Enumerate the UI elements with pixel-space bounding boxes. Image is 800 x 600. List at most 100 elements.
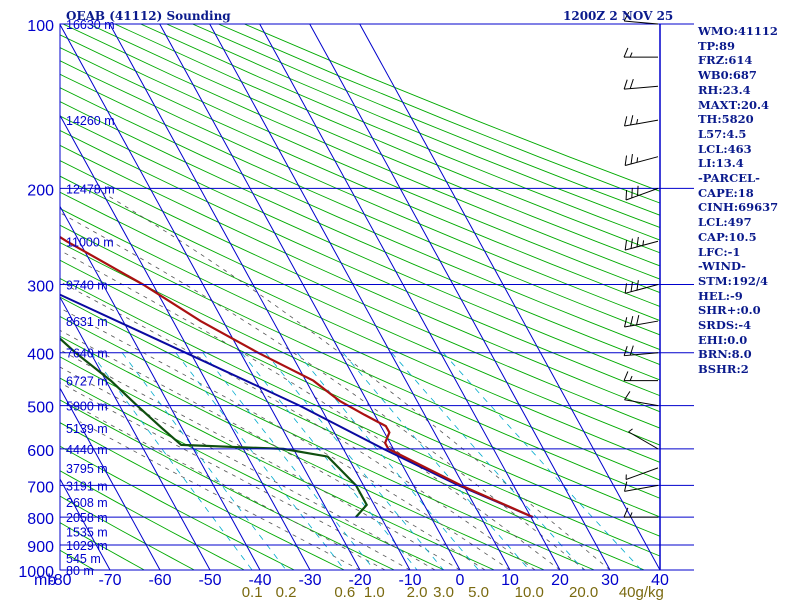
mixing-ratio-label: 10.0 [515, 584, 544, 600]
wind-barb-flag [625, 189, 628, 201]
wind-barb-flag [624, 155, 628, 166]
mixing-ratio-label: 0.2 [276, 584, 297, 600]
wind-barb-shaft [624, 484, 659, 492]
dry-adiabat [60, 129, 660, 397]
dry-adiabat [60, 522, 145, 570]
sounding-index: L57:4.5 [698, 126, 747, 141]
wind-barb-flag [623, 79, 628, 90]
dry-adiabat [60, 101, 660, 366]
temperature-tick-label: -10 [398, 572, 421, 589]
temperature-tick-label: 0 [456, 572, 465, 589]
wind-barb [624, 236, 659, 251]
wind-barb-flag [637, 185, 639, 196]
wind-barb-shaft [625, 156, 659, 166]
wind-barb-flag [623, 507, 629, 518]
mixing-ratio-label: 5.0 [468, 584, 489, 600]
wind-barb-flag [630, 153, 633, 164]
isotherm [60, 387, 161, 570]
temperature-tick-label: 20 [551, 572, 569, 589]
dry-adiabat [60, 399, 395, 570]
wind-barb-shaft [624, 320, 659, 328]
pressure-label: 300 [27, 279, 54, 296]
wind-barb [625, 185, 659, 201]
height-label: 1535 m [66, 525, 108, 539]
dry-adiabat [60, 242, 660, 518]
moist-adiabat [95, 188, 611, 570]
sounding-index: LFC:-1 [698, 244, 741, 259]
moist-adiabat [60, 382, 411, 570]
mixing-ratio-label: 2.0 [407, 584, 428, 600]
wind-barb-flag [628, 428, 633, 433]
isotherm [0, 24, 10, 570]
sounding-index: EHI:0.0 [698, 332, 748, 347]
wind-barb-shaft [624, 399, 659, 407]
sounding-index: CAPE:18 [698, 185, 754, 200]
wind-barb-shaft [624, 20, 659, 25]
dry-adiabat [62, 24, 660, 280]
isotherm [60, 296, 211, 570]
wind-barb [623, 345, 659, 357]
sounding-index: LI:13.4 [698, 156, 744, 171]
parcel-path [60, 293, 534, 519]
height-label: 5900 m [66, 400, 108, 414]
isotherm [60, 24, 361, 570]
temperature-tick-label: -30 [298, 572, 321, 589]
wind-barb [625, 467, 659, 480]
wind-barb-flag [629, 52, 633, 58]
wind-barb [623, 11, 659, 25]
isotherm [60, 114, 311, 570]
dry-adiabat [60, 115, 660, 381]
wind-barb-shaft [628, 431, 659, 450]
isotherm [309, 24, 611, 570]
wind-barb-flag [624, 317, 628, 328]
wind-barb-flag [630, 281, 633, 292]
dry-adiabat [60, 277, 660, 557]
wind-barb-flag [629, 78, 634, 89]
dry-adiabat [60, 224, 660, 499]
dry-adiabat [60, 335, 545, 570]
moist-adiabat [79, 421, 361, 570]
pressure-label: 200 [27, 182, 54, 199]
dry-adiabat [60, 47, 660, 307]
wind-barb [624, 153, 659, 166]
dry-adiabat [60, 175, 660, 446]
moist-adiabat [60, 349, 461, 570]
dry-adiabat [60, 208, 660, 481]
mixing-ratio-line [202, 352, 375, 570]
wind-barb-flag [642, 240, 645, 246]
temperature-tick-label: -50 [198, 572, 221, 589]
wind-barb-flag [623, 346, 628, 356]
sounding-index: MAXT:20.4 [698, 97, 769, 112]
temperature-profile [60, 235, 534, 519]
wind-barb-flag [624, 240, 628, 251]
temperature-tick-label: -80 [48, 572, 71, 589]
wind-barb [628, 428, 659, 450]
sounding-index: WB0:687 [698, 68, 757, 83]
pressure-label: 500 [27, 400, 54, 417]
sounding-index: -WIND- [698, 259, 746, 274]
mixing-ratio-label: 0.6 [334, 584, 355, 600]
height-label: 7640 m [66, 347, 108, 361]
pressure-unit-label: mb [34, 572, 56, 589]
wind-barb [624, 391, 659, 407]
wind-barb-flag [636, 280, 639, 291]
wind-barb-flag [623, 11, 630, 22]
height-label: 8631 m [66, 315, 108, 329]
sounding-index: CINH:69637 [698, 200, 779, 215]
pressure-label: 900 [27, 539, 54, 556]
pressure-label: 600 [27, 443, 54, 460]
mixing-ratio-label: 1.0 [364, 584, 385, 600]
temperature-tick-label: 40 [651, 572, 669, 589]
observation-time: 1200Z 2 NOV 25 [563, 9, 674, 23]
mixing-ratio-label: 20.0 [569, 584, 598, 600]
mixing-ratio-line [391, 352, 584, 570]
wind-barb [624, 314, 659, 328]
mixing-ratio-label: 3.0 [433, 584, 454, 600]
mixing-ratio-line [121, 352, 287, 570]
wind-barb-flag [624, 116, 628, 127]
wind-barb-flag [629, 375, 633, 381]
temperature-tick-label: -60 [148, 572, 171, 589]
sounding-index: RH:23.4 [698, 82, 751, 97]
moist-adiabat [71, 402, 386, 570]
